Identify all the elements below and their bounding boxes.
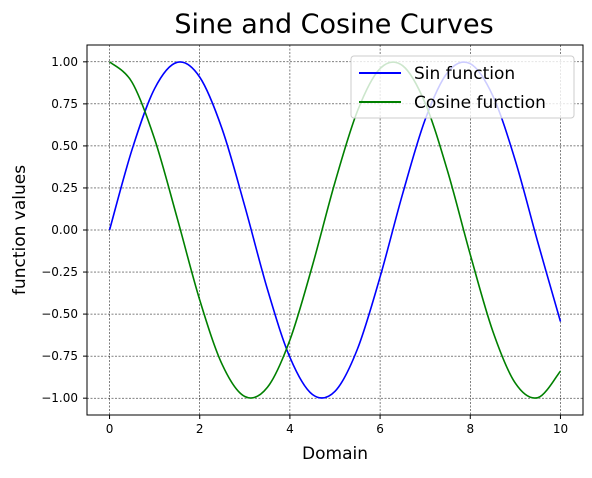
- y-axis-label: function values: [10, 165, 30, 295]
- x-tick-label: 0: [106, 422, 114, 436]
- legend-label: Sin function: [414, 64, 515, 84]
- y-tick-label: −0.25: [41, 265, 78, 279]
- series-line-cosine: [109, 61, 562, 399]
- y-tick-label: −1.00: [41, 391, 78, 405]
- x-axis-ticks: 0 2 4 6 8 10: [106, 415, 568, 436]
- y-tick-label: −0.75: [41, 349, 78, 363]
- x-tick-label: 4: [286, 422, 294, 436]
- y-tick-label: 1.00: [51, 55, 78, 69]
- x-tick-label: 10: [553, 422, 568, 436]
- y-tick-label: −0.50: [41, 307, 78, 321]
- y-tick-label: 0.75: [51, 97, 78, 111]
- x-tick-label: 8: [466, 422, 474, 436]
- y-tick-label: 0.25: [51, 181, 78, 195]
- x-tick-label: 2: [196, 422, 204, 436]
- y-axis-ticks: −1.00 −0.75 −0.50 −0.25 0.00 0.25 0.50 0.75 1.00: [41, 55, 87, 405]
- legend-box: [350, 55, 575, 119]
- legend: Sin function Cosine function: [350, 55, 575, 119]
- chart-title: Sine and Cosine Curves: [174, 9, 493, 40]
- legend-label: Cosine function: [414, 93, 546, 113]
- y-tick-label: 0.00: [51, 223, 78, 237]
- x-axis-label: Domain: [302, 444, 368, 464]
- y-tick-label: 0.50: [51, 139, 78, 153]
- x-tick-label: 6: [376, 422, 384, 436]
